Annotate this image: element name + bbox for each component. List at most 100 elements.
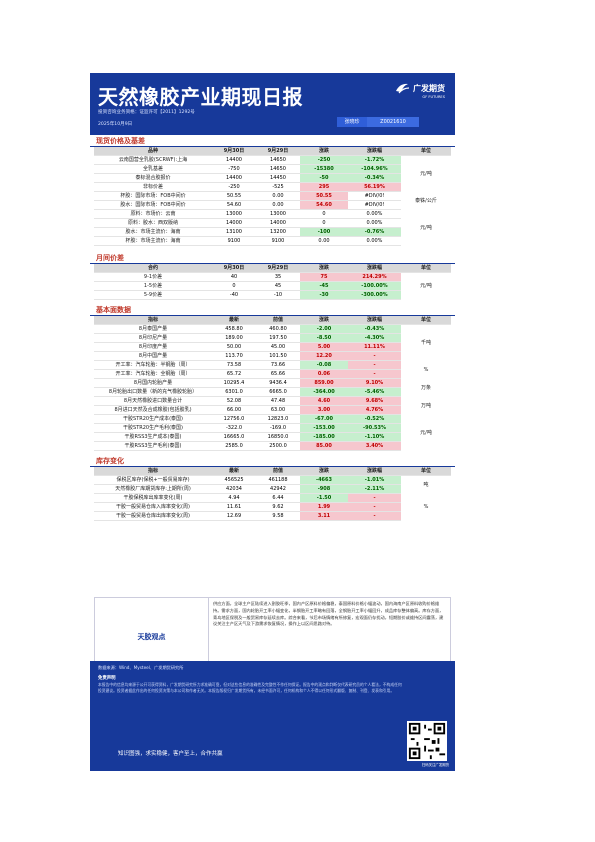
value-change-pct: 11.11%	[348, 342, 401, 352]
value-current: 42034	[212, 484, 256, 494]
table-row: 干胶RSS3生产成本(泰国) 16665.0 16850.0 -185.00 -1.10…	[94, 432, 451, 442]
qr-code-icon[interactable]	[407, 721, 447, 761]
value-change-pct: -	[348, 502, 401, 512]
table-row: 杯胶：国际市场：FOB中间价 50.55 0.00 50.55 #DIV/0! 泰铢/公斤	[94, 191, 451, 210]
row-label: 5-9价差	[94, 290, 212, 300]
license-line: 投资咨询业务资格：证监许可【2011】1292号	[98, 110, 195, 115]
value-change: -2.00	[300, 324, 348, 334]
company-logo: 广发期货 GF FUTURES	[394, 82, 445, 99]
table-row: 8月轮胎出口数量（新的充气橡胶轮胎） 6301.0 6665.0 -364.00 -5.…	[94, 387, 451, 397]
table-row: 胶水：市场主流价：海南 13100 13200 -100 -0.76%	[94, 227, 451, 237]
value-current: 14400	[212, 155, 256, 165]
fundamental-table: 指标 最新 前值 涨跌 涨跌幅 单位 8月泰国产量 458.80 460.80 -2.00 -0.…	[94, 316, 451, 451]
value-change-pct: -0.52%	[348, 414, 401, 424]
value-previous: 6665.0	[256, 387, 300, 397]
value-change-pct: 4.76%	[348, 405, 401, 415]
value-change-pct: 214.29%	[348, 272, 401, 282]
value-change: 5.00	[300, 342, 348, 352]
value-change: 0.00	[300, 236, 348, 246]
value-previous: 461188	[256, 475, 300, 485]
value-change-pct: #DIV/0!	[348, 200, 401, 210]
value-change-pct: 3.40%	[348, 441, 401, 451]
table-row: 干胶一般贸易仓库出库率变化(周) 12.69 9.58 3.11-	[94, 511, 451, 521]
unit-cell: 吨	[401, 475, 451, 494]
value-current: 456525	[212, 475, 256, 485]
value-change-pct: 0.00%	[348, 209, 401, 219]
table-row: 干胶STR20生产毛利(泰国) -322.0 -169.0 -153.00 -90.53…	[94, 423, 451, 433]
value-change-pct: -2.11%	[348, 484, 401, 494]
spread-table: 合约 9月30日 9月29日 涨跌 涨跌幅 单位 9-1价差 40 35 75 214.29% 元/…	[94, 264, 451, 300]
value-previous: 101.50	[256, 351, 300, 361]
value-current: 52.08	[212, 396, 256, 406]
table-row: 9-1价差 40 35 75 214.29% 元/吨	[94, 272, 451, 300]
gf-logo-icon	[396, 83, 410, 94]
table-row: 1-5价差 0 45 -45 -100.00%	[94, 281, 451, 291]
column-header: 涨跌	[300, 467, 348, 476]
value-previous: 6.44	[256, 493, 300, 503]
value-current: 2585.0	[212, 441, 256, 451]
column-header: 单位	[401, 467, 451, 476]
value-change: 859.00	[300, 378, 348, 388]
value-current: 54.60	[212, 200, 256, 210]
column-header: 品种	[94, 147, 212, 156]
table-row: 干胶一般贸易仓库入库率变化(周) 11.61 9.62 1.99-	[94, 502, 451, 512]
value-current: 65.72	[212, 369, 256, 379]
disclaimer-text: 本报告中的信息均来源于公开可获得资料，广发期货研究所力求准确可靠，但对这些信息的…	[98, 682, 402, 693]
value-current: 113.70	[212, 351, 256, 361]
row-label: 保税区库存(保税+一般贸易库存)	[94, 475, 212, 485]
value-previous: 42942	[256, 484, 300, 494]
column-header: 9月30日	[212, 264, 256, 273]
value-previous: 460.80	[256, 324, 300, 334]
table-row: 原料：胶水：西双版纳 14000 14000 0 0.00%	[94, 218, 451, 228]
table-header-row: 指标 最新 前值 涨跌 涨跌幅 单位	[94, 467, 451, 476]
unit-cell: 千吨	[401, 324, 451, 361]
row-label: 8月印度产量	[94, 342, 212, 352]
value-change-pct: -0.34%	[348, 173, 401, 183]
table-header-row: 合约 9月30日 9月29日 涨跌 涨跌幅 单位	[94, 264, 451, 273]
value-change-pct: -	[348, 369, 401, 379]
value-change-pct: 56.19%	[348, 182, 401, 192]
value-change: -1.50	[300, 493, 348, 503]
value-change-pct: -90.53%	[348, 423, 401, 433]
value-previous: 14450	[256, 173, 300, 183]
value-change-pct: 9.68%	[348, 396, 401, 406]
row-label: 胶水：市场主流价：海南	[94, 227, 212, 237]
table-row: 开工率：汽车轮胎：半钢胎（周） 73.58 73.66 -0.08-%	[94, 360, 451, 379]
value-change-pct: -0.43%	[348, 324, 401, 334]
analyst-name: 张晓珍	[337, 117, 367, 127]
table-row: 干胶STR20生产成本(泰国) 12756.0 12823.0 -67.00 -0.52…	[94, 414, 451, 451]
value-change: -100	[300, 227, 348, 237]
value-current: 9100	[212, 236, 256, 246]
value-previous: -10	[256, 290, 300, 300]
table-row: 杯胶：市场主流价：海南 9100 9100 0.00 0.00%	[94, 236, 451, 246]
unit-cell: %	[401, 360, 451, 379]
value-previous: 45	[256, 281, 300, 291]
value-previous: 14650	[256, 155, 300, 165]
spot-table: 品种 9月30日 9月29日 涨跌 涨跌幅 单位 云南国营全乳胶(SCRWF):上海 144…	[94, 147, 451, 246]
value-current: 16665.0	[212, 432, 256, 442]
value-change: 0	[300, 209, 348, 219]
value-current: -250	[212, 182, 256, 192]
value-current: -750	[212, 164, 256, 174]
value-previous: 2500.0	[256, 441, 300, 451]
section-fundamental-title: 基本面数据	[90, 304, 455, 316]
value-change: -15380	[300, 164, 348, 174]
value-previous: 9436.4	[256, 378, 300, 388]
value-change: -364.00	[300, 387, 348, 397]
table-row: 全乳基差 -750 14650 -15380 -104.96%	[94, 164, 451, 174]
table-row: 8月中国产量 113.70 101.50 12.20-	[94, 351, 451, 361]
row-label: 9-1价差	[94, 272, 212, 282]
value-change: 75	[300, 272, 348, 282]
value-current: 10295.4	[212, 378, 256, 388]
column-header: 9月29日	[256, 147, 300, 156]
value-previous: 9.62	[256, 502, 300, 512]
value-current: 6301.0	[212, 387, 256, 397]
row-label: 干胶保税库出库率变化(周)	[94, 493, 212, 503]
column-header: 9月29日	[256, 264, 300, 273]
value-current: -40	[212, 290, 256, 300]
row-label: 开工率：汽车轮胎：半钢胎（周）	[94, 360, 212, 370]
value-previous: 14650	[256, 164, 300, 174]
value-current: 0	[212, 281, 256, 291]
row-label: 非标价差	[94, 182, 212, 192]
value-change: 4.60	[300, 396, 348, 406]
